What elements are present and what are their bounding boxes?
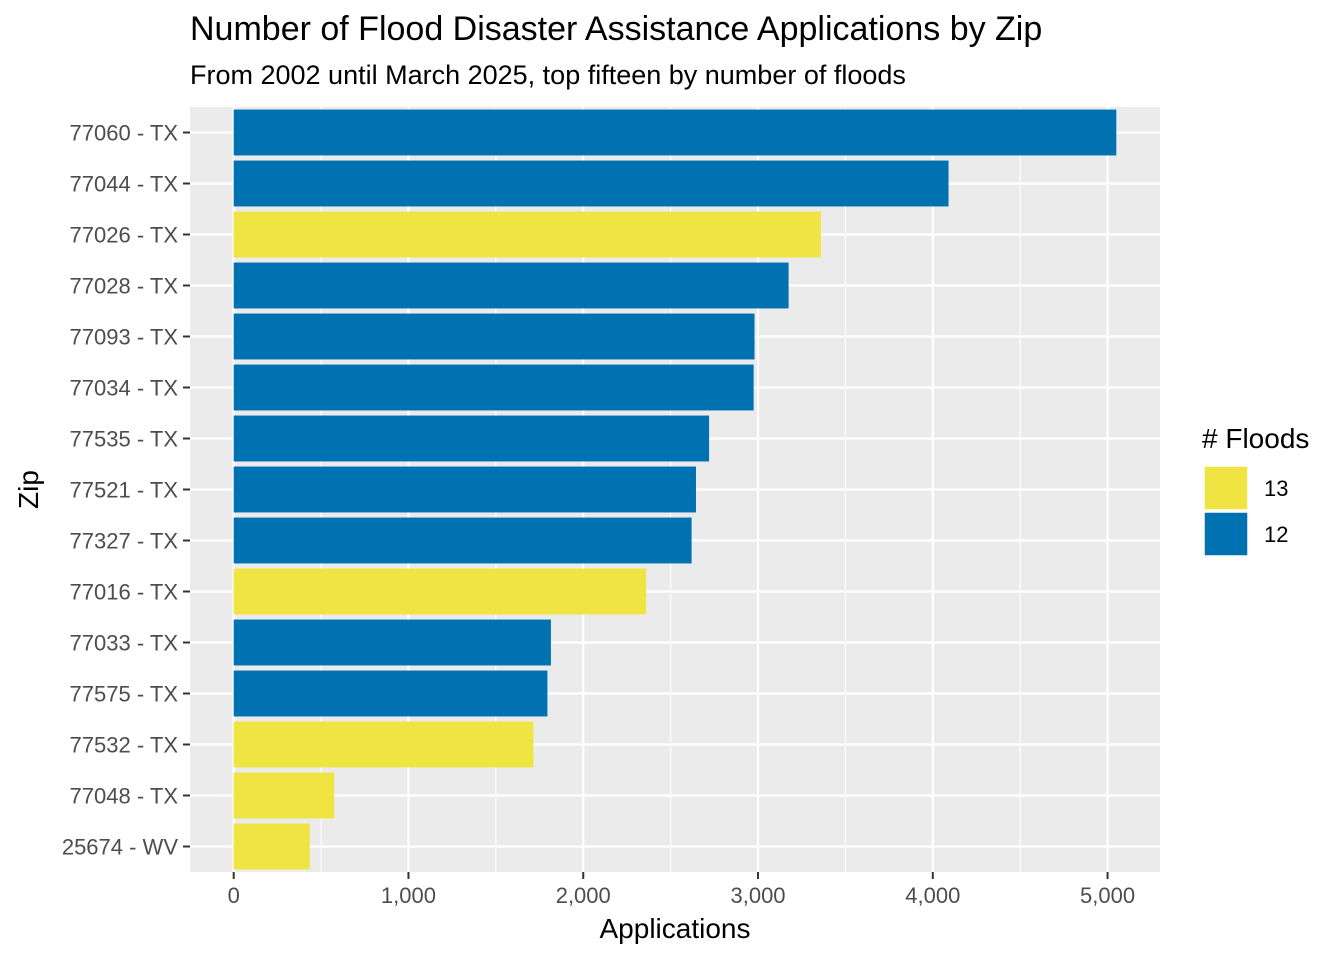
y-tick-label: 77532 - TX (70, 733, 179, 758)
legend: # Floods 13 12 (1202, 423, 1309, 557)
y-tick-label: 77060 - TX (70, 121, 179, 146)
y-tick-label: 77044 - TX (70, 172, 179, 197)
chart-subtitle: From 2002 until March 2025, top fifteen … (190, 60, 906, 90)
y-tick-label: 25674 - WV (62, 835, 178, 860)
y-tick-label: 77048 - TX (70, 784, 179, 809)
bar (233, 211, 821, 258)
bar (233, 823, 310, 870)
y-tick-label: 77327 - TX (70, 529, 179, 554)
x-tick-label: 2,000 (556, 883, 611, 908)
bar (233, 772, 335, 819)
y-tick-label: 77535 - TX (70, 427, 179, 452)
bar (233, 721, 534, 768)
bar (233, 109, 1117, 156)
legend-title: # Floods (1202, 423, 1309, 454)
y-tick-label: 77033 - TX (70, 631, 179, 656)
legend-label: 12 (1264, 522, 1288, 547)
bar (233, 415, 710, 462)
bar (233, 313, 755, 360)
y-axis-title: Zip (13, 470, 44, 509)
legend-label: 13 (1264, 476, 1288, 501)
bar (233, 619, 551, 666)
x-tick-label: 3,000 (730, 883, 785, 908)
bar (233, 466, 696, 513)
bar (233, 517, 692, 564)
bar (233, 670, 548, 717)
y-tick-label: 77093 - TX (70, 325, 179, 350)
y-axis: 77060 - TX 77044 - TX 77026 - TX 77028 - TX… (62, 121, 190, 860)
y-tick-label: 77034 - TX (70, 376, 179, 401)
x-tick-label: 1,000 (381, 883, 436, 908)
y-tick-label: 77575 - TX (70, 682, 179, 707)
bar (233, 160, 949, 207)
y-tick-label: 77026 - TX (70, 223, 179, 248)
legend-items: 13 12 (1203, 465, 1288, 557)
legend-key (1203, 511, 1249, 557)
bar (233, 568, 647, 615)
bars (233, 109, 1117, 870)
x-axis-title: Applications (600, 913, 751, 944)
x-axis: 0 1,000 2,000 3,000 4,000 5,000 (228, 872, 1135, 908)
x-tick-label: 0 (228, 883, 240, 908)
legend-key (1203, 465, 1249, 511)
bar (233, 262, 789, 309)
y-tick-label: 77521 - TX (70, 478, 179, 503)
y-tick-label: 77028 - TX (70, 274, 179, 299)
x-tick-label: 5,000 (1080, 883, 1135, 908)
y-tick-label: 77016 - TX (70, 580, 179, 605)
chart-title: Number of Flood Disaster Assistance Appl… (190, 10, 1042, 48)
bar (233, 364, 754, 411)
x-tick-label: 4,000 (905, 883, 960, 908)
